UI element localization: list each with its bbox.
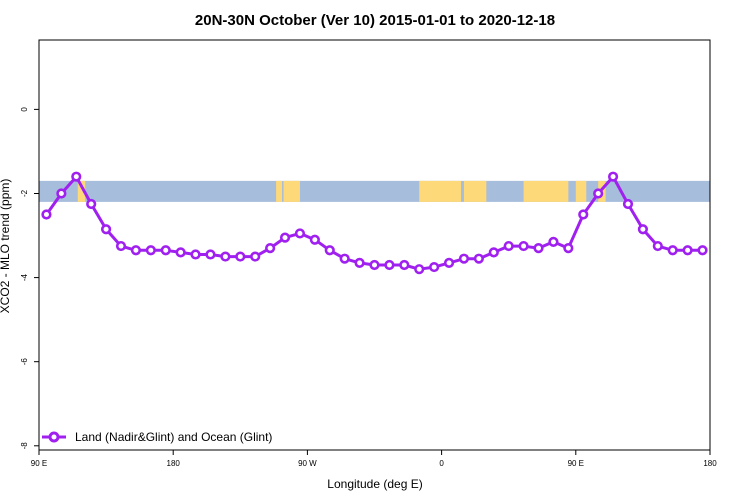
y-tick-label-1: -2 xyxy=(20,189,29,197)
data-point-37 xyxy=(593,188,604,199)
data-point-10 xyxy=(190,249,201,260)
x-tick-label-0: 90 E xyxy=(31,459,47,468)
ocean-strip xyxy=(39,180,710,202)
data-point-5 xyxy=(115,240,127,252)
land-segment-5 xyxy=(523,180,569,202)
data-point-12 xyxy=(220,251,231,262)
land-ocean-band xyxy=(39,180,710,202)
data-point-29 xyxy=(473,253,484,264)
data-point-0 xyxy=(41,209,52,220)
x-tick-label-1: 180 xyxy=(167,459,181,468)
data-point-16 xyxy=(279,232,291,243)
data-point-20 xyxy=(339,253,350,264)
data-point-19 xyxy=(324,245,335,256)
data-point-30 xyxy=(488,247,499,258)
data-point-35 xyxy=(563,243,574,254)
land-segment-4 xyxy=(463,180,487,202)
data-point-3 xyxy=(86,198,97,210)
data-point-33 xyxy=(533,243,544,254)
data-point-44 xyxy=(697,245,708,256)
data-point-9 xyxy=(175,247,186,258)
data-point-24 xyxy=(399,259,410,271)
data-point-18 xyxy=(309,234,320,245)
series-layer xyxy=(41,171,708,275)
x-tick-label-4: 90 E xyxy=(568,459,584,468)
data-point-14 xyxy=(250,251,261,262)
data-point-25 xyxy=(414,264,425,275)
legend: Land (Nadir&Glint) and Ocean (Glint) xyxy=(42,430,272,444)
data-point-26 xyxy=(429,261,440,273)
data-point-1 xyxy=(56,188,67,199)
data-point-22 xyxy=(369,259,380,271)
data-point-34 xyxy=(548,236,559,247)
data-point-21 xyxy=(354,257,365,268)
data-point-2 xyxy=(71,171,82,182)
data-point-43 xyxy=(682,245,693,256)
plot-frame xyxy=(38,39,711,451)
data-point-27 xyxy=(443,257,455,268)
data-point-15 xyxy=(265,243,276,254)
chart-title: 20N-30N October (Ver 10) 2015-01-01 to 2… xyxy=(195,12,555,29)
data-point-42 xyxy=(667,245,678,256)
x-axis-label: Longitude (deg E) xyxy=(327,477,422,491)
data-point-8 xyxy=(160,245,171,256)
land-segment-1 xyxy=(276,180,283,202)
legend-marker-swatch xyxy=(48,431,60,443)
data-point-23 xyxy=(384,259,395,271)
land-segment-6 xyxy=(575,180,587,202)
data-point-41 xyxy=(652,240,663,252)
data-point-36 xyxy=(578,209,589,220)
data-point-11 xyxy=(205,249,216,260)
data-point-38 xyxy=(607,171,619,182)
land-segment-2 xyxy=(283,180,300,202)
x-tick-label-2: 90 W xyxy=(298,459,317,468)
data-point-40 xyxy=(637,224,649,235)
x-tick-label-5: 180 xyxy=(703,459,717,468)
y-tick-label-2: -4 xyxy=(20,273,29,281)
land-segment-3 xyxy=(419,180,461,202)
y-tick-label-4: -8 xyxy=(20,442,29,450)
data-point-17 xyxy=(294,228,306,239)
data-point-31 xyxy=(503,240,514,252)
data-point-13 xyxy=(235,251,246,262)
x-tick-label-3: 0 xyxy=(439,459,444,468)
data-point-39 xyxy=(622,198,634,210)
axes: 90 E 180 90 W 0 90 E 180 0 -2 -4 -6 -8 xyxy=(20,107,717,468)
data-point-6 xyxy=(130,245,142,256)
land-segment-0 xyxy=(77,180,86,202)
y-tick-label-0: 0 xyxy=(20,107,29,112)
data-point-28 xyxy=(458,253,470,264)
data-point-32 xyxy=(518,240,529,252)
legend-label: Land (Nadir&Glint) and Ocean (Glint) xyxy=(75,430,272,444)
y-axis-label: XCO2 - MLO trend (ppm) xyxy=(0,179,12,314)
data-point-7 xyxy=(145,245,156,256)
y-tick-label-3: -6 xyxy=(20,358,29,366)
data-point-4 xyxy=(100,224,112,235)
